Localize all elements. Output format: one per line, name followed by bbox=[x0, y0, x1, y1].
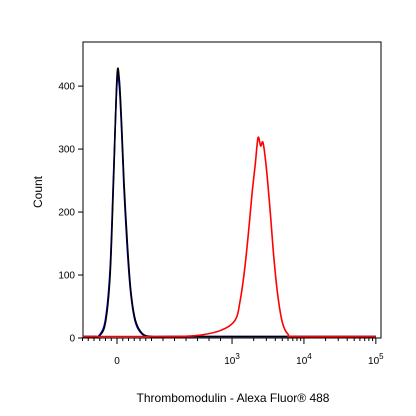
plot-frame bbox=[82, 41, 382, 339]
y-tick-label: 400 bbox=[58, 82, 75, 93]
x-tick-label: 104 bbox=[296, 352, 312, 367]
y-tick-label: 100 bbox=[58, 271, 75, 282]
x-tick-label: 105 bbox=[368, 352, 384, 367]
series-line-2 bbox=[82, 67, 376, 338]
x-tick-label: 0 bbox=[114, 356, 120, 367]
series-layer bbox=[82, 67, 376, 338]
x-tick-label: 103 bbox=[224, 352, 240, 367]
series-line-1 bbox=[82, 74, 376, 338]
x-axis-title: Thrombomodulin - Alexa Fluor® 488 bbox=[137, 391, 330, 405]
y-tick-label: 200 bbox=[58, 208, 75, 219]
series-line-3 bbox=[83, 136, 376, 338]
axes-layer: 0 100 200 300 400 0 103 104 105 bbox=[58, 82, 384, 367]
y-tick-label: 300 bbox=[58, 145, 75, 156]
y-tick-label: 0 bbox=[69, 334, 75, 345]
y-axis-title: Count bbox=[31, 175, 45, 208]
plot-area bbox=[82, 41, 382, 339]
